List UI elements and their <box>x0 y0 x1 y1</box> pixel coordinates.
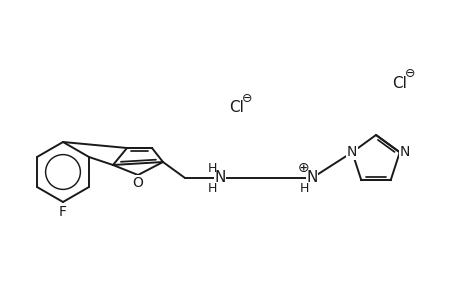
Text: H: H <box>207 182 216 194</box>
Text: ⊖: ⊖ <box>404 67 414 80</box>
Text: ⊖: ⊖ <box>241 92 252 104</box>
Text: H: H <box>299 182 308 194</box>
Text: N: N <box>214 170 225 185</box>
Text: N: N <box>399 145 409 159</box>
Text: ⊕: ⊕ <box>297 161 309 175</box>
Text: N: N <box>346 145 357 159</box>
Text: H: H <box>207 161 216 175</box>
Text: N: N <box>306 170 317 185</box>
Text: Cl: Cl <box>392 76 407 91</box>
Text: Cl: Cl <box>229 100 244 116</box>
Text: F: F <box>59 205 67 219</box>
Text: O: O <box>132 176 143 190</box>
